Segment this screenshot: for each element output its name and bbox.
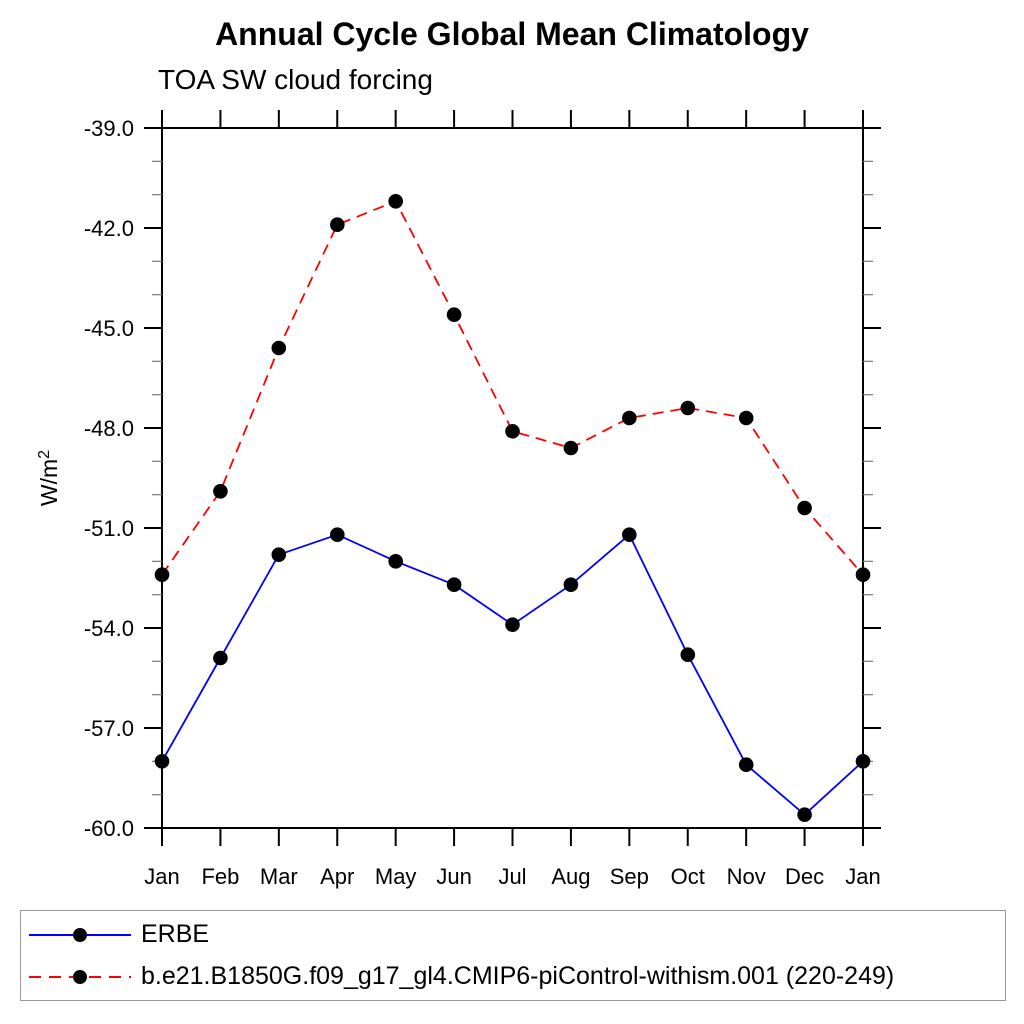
plot-area: -39.0 -42.0 -45.0 -48.0 -51.0 -54.0 -57.0 -60.0… <box>36 110 881 889</box>
y-axis-title: W/m2 <box>36 450 62 506</box>
y-tick-label: -39.0 <box>84 116 134 141</box>
data-point-marker <box>388 554 404 569</box>
y-tick-label: -42.0 <box>84 216 134 241</box>
data-point-marker <box>154 754 170 769</box>
data-point-marker <box>154 567 170 582</box>
chart-title: Annual Cycle Global Mean Climatology <box>215 16 809 52</box>
data-point-marker <box>330 217 345 232</box>
legend-label-0: ERBE <box>141 920 210 948</box>
data-point-marker <box>505 424 520 439</box>
y-axis-minor-ticks <box>152 160 873 796</box>
x-axis-ticks <box>161 110 864 846</box>
legend-marker <box>73 969 87 984</box>
series-markers-1 <box>154 194 871 582</box>
month-label: Aug <box>551 864 590 889</box>
axis-frame <box>144 110 881 846</box>
x-axis-tick-labels: Jan Feb Mar Apr May Jun Jul Aug Sep Oct Nov Dec Jan <box>144 864 880 889</box>
legend-row-1: b.e21.B1850G.f09_g17_gl4.CMIP6-piControl… <box>21 956 1005 998</box>
legend: ERBE b.e21.B1850G.f09_g17_gl4.CMIP6-piCon… <box>20 910 1006 1001</box>
month-label: May <box>375 864 417 889</box>
series-line-0 <box>161 533 864 816</box>
y-tick-label: -51.0 <box>84 516 134 541</box>
y-tick-label: -45.0 <box>84 316 134 341</box>
legend-label-1: b.e21.B1850G.f09_g17_gl4.CMIP6-piControl… <box>141 962 895 990</box>
data-point-marker <box>622 527 637 542</box>
data-point-marker <box>797 500 812 516</box>
month-label: Dec <box>785 864 824 889</box>
data-point-marker <box>213 650 228 666</box>
month-label: Mar <box>260 864 298 889</box>
month-label: Sep <box>610 864 649 889</box>
data-point-marker <box>738 757 754 772</box>
month-label: Jan <box>144 864 179 889</box>
data-point-marker <box>330 527 345 542</box>
data-point-marker <box>622 410 637 426</box>
y-tick-label: -48.0 <box>84 416 134 441</box>
data-point-marker <box>271 340 287 356</box>
data-point-marker <box>213 484 228 499</box>
data-point-marker <box>563 440 579 456</box>
y-tick-label: -60.0 <box>84 816 134 841</box>
data-point-marker <box>563 577 579 592</box>
y-axis-tick-labels: -39.0 -42.0 -45.0 -48.0 -51.0 -54.0 -57.0 -60.0 <box>84 116 134 841</box>
series-markers-0 <box>154 527 871 822</box>
month-label: Nov <box>727 864 766 889</box>
series-line-1 <box>161 200 864 576</box>
y-tick-label: -54.0 <box>84 616 134 641</box>
chart-subtitle: TOA SW cloud forcing <box>158 64 433 95</box>
month-label: Oct <box>671 864 705 889</box>
data-point-marker <box>680 647 696 662</box>
month-label: Jan <box>845 864 880 889</box>
month-label: Feb <box>201 864 239 889</box>
data-point-marker <box>855 567 871 582</box>
data-point-marker <box>388 194 404 209</box>
data-point-marker <box>271 547 287 562</box>
data-point-marker <box>505 617 520 632</box>
y-axis-title-base: W/m <box>36 459 62 506</box>
data-point-marker <box>797 807 812 822</box>
y-axis-title-sup: 2 <box>36 450 53 459</box>
month-label: Apr <box>320 864 354 889</box>
data-point-marker <box>446 577 462 592</box>
month-label: Jul <box>498 864 526 889</box>
legend-row-0: ERBE <box>21 914 1005 956</box>
legend-swatch-0 <box>29 927 131 942</box>
legend-swatch-1 <box>29 969 131 984</box>
legend-marker <box>73 927 87 942</box>
month-label: Jun <box>436 864 471 889</box>
data-point-marker <box>855 754 871 769</box>
data-point-marker <box>738 410 754 426</box>
y-tick-label: -57.0 <box>84 716 134 741</box>
data-point-marker <box>446 307 462 323</box>
y-axis-major-ticks <box>144 127 881 829</box>
data-point-marker <box>680 400 696 416</box>
